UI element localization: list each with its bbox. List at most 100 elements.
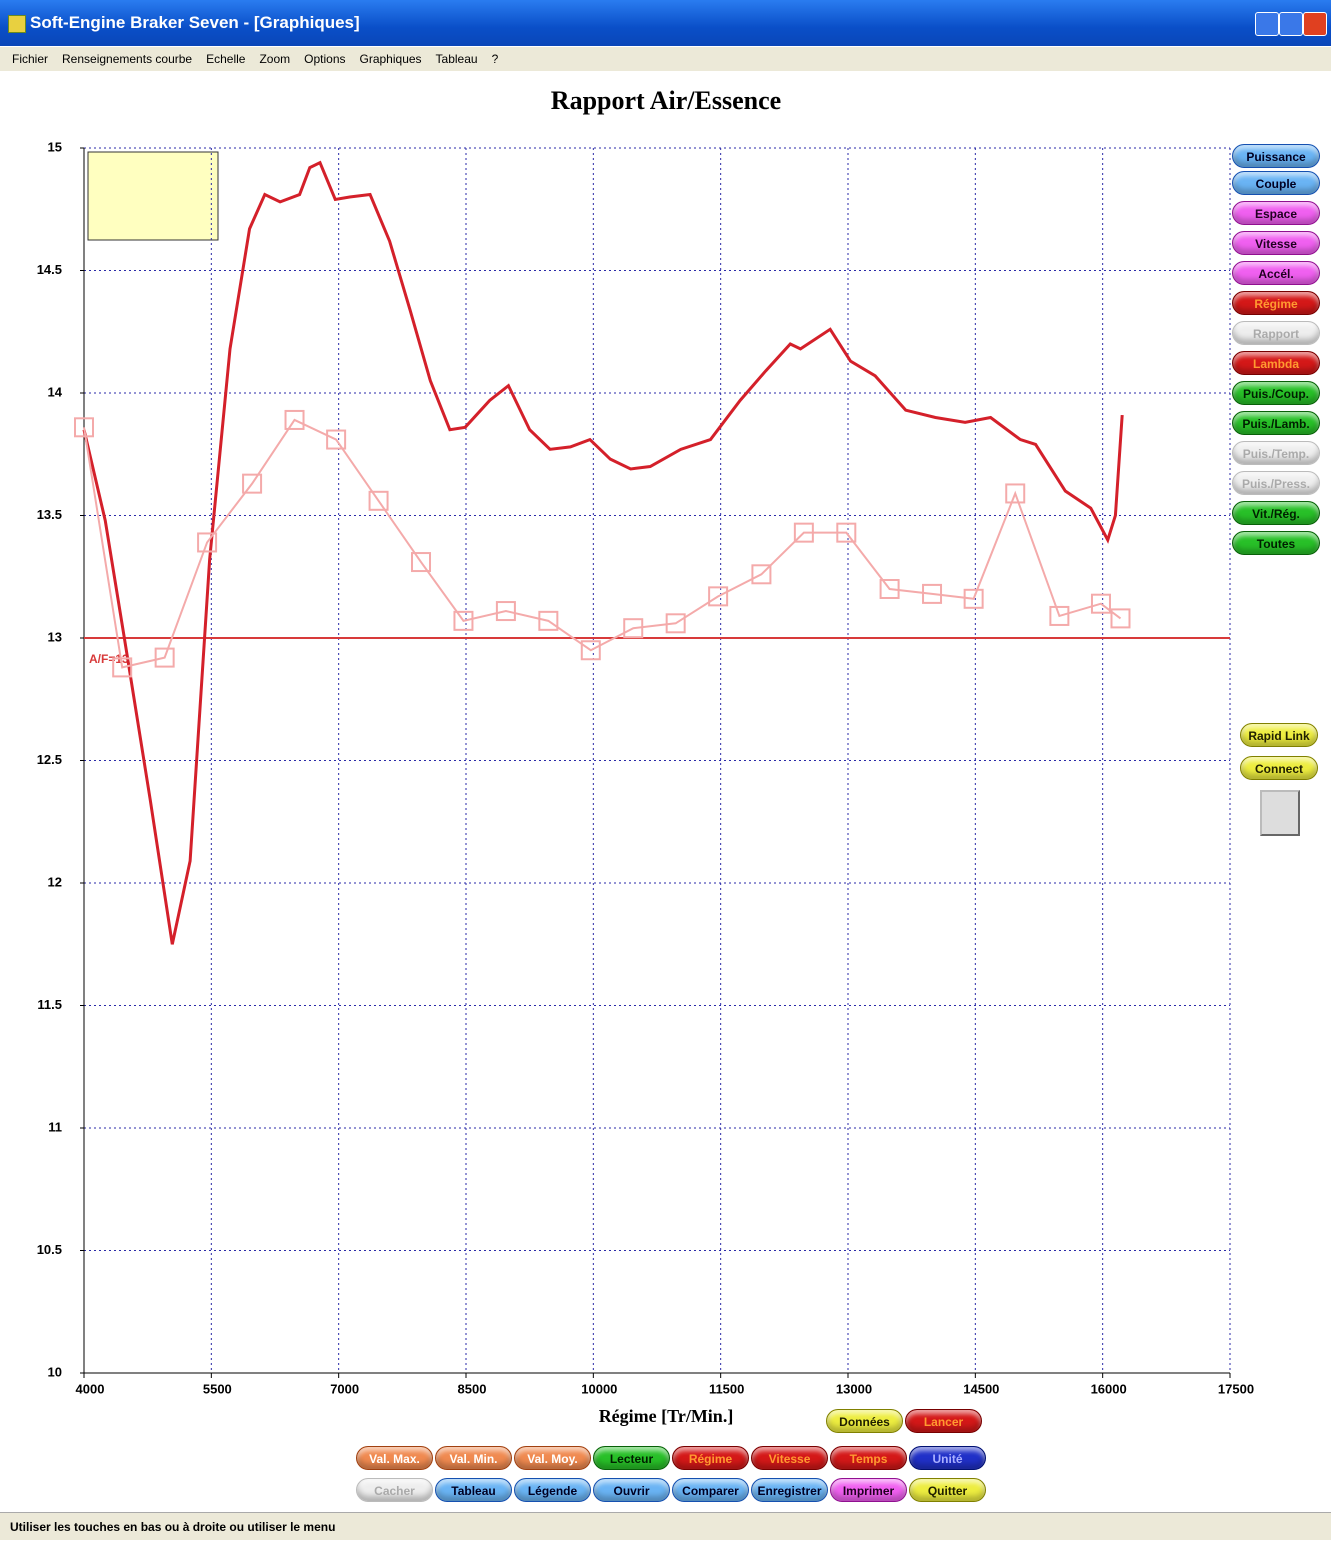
side-button[interactable]: Lambda <box>1232 351 1320 375</box>
bottom-button[interactable]: Légende <box>514 1478 591 1502</box>
y-tick-label: 14.5 <box>37 262 62 277</box>
menu-item[interactable]: Graphiques <box>359 52 422 66</box>
data-point <box>453 610 474 631</box>
bottom-button[interactable]: Temps <box>830 1446 907 1470</box>
x-tick-label: 14500 <box>963 1381 999 1396</box>
menu-item[interactable]: ? <box>491 52 499 66</box>
status-bar: Utiliser les touches en bas ou à droite … <box>0 1512 1331 1540</box>
side-button[interactable]: Couple <box>1232 171 1320 195</box>
data-point <box>154 647 175 668</box>
menu-bar: Fichier Renseignements courbe Echelle Zoom O… <box>0 47 1331 71</box>
data-point <box>538 610 559 631</box>
menu-item[interactable]: Zoom <box>259 52 291 66</box>
bottom-button[interactable]: Val. Min. <box>435 1446 512 1470</box>
data-point <box>1049 605 1070 626</box>
data-point <box>495 601 516 622</box>
data-point <box>1005 483 1026 504</box>
bottom-button[interactable]: Lecteur <box>593 1446 670 1470</box>
y-tick-label: 10.5 <box>37 1242 62 1257</box>
link-button[interactable]: Connect <box>1240 756 1318 780</box>
side-button[interactable]: Toutes <box>1232 531 1320 555</box>
menu-item[interactable]: Tableau <box>435 52 478 66</box>
y-tick-label: 13 <box>48 629 62 644</box>
data-point <box>751 564 772 585</box>
menu-item[interactable]: Options <box>304 52 346 66</box>
reference-label: A/F=13 <box>89 652 129 666</box>
bottom-button[interactable]: Régime <box>672 1446 749 1470</box>
side-button[interactable]: Régime <box>1232 291 1320 315</box>
chart-title: Rapport Air/Essence <box>551 86 781 115</box>
close-button[interactable] <box>1303 12 1327 36</box>
data-point <box>793 522 814 543</box>
side-button[interactable]: Vitesse <box>1232 231 1320 255</box>
data-point <box>708 586 729 607</box>
y-tick-label: 14 <box>48 384 63 399</box>
menu-item[interactable]: Renseignements courbe <box>62 52 193 66</box>
x-tick-label: 13000 <box>836 1381 872 1396</box>
side-button[interactable]: Vit./Rég. <box>1232 501 1320 525</box>
x-tick-label: 5500 <box>203 1381 232 1396</box>
y-tick-label: 10 <box>48 1364 62 1379</box>
bottom-button[interactable]: Lancer <box>905 1409 982 1433</box>
bottom-button[interactable]: Cacher <box>356 1478 433 1502</box>
title-bar: Soft-Engine Braker Seven - [Graphiques] <box>0 0 1331 46</box>
menu-item[interactable]: Echelle <box>206 52 246 66</box>
x-axis-title: Régime [Tr/Min.] <box>599 1406 734 1426</box>
y-tick-label: 11 <box>48 1119 62 1134</box>
data-point <box>112 657 133 678</box>
side-button[interactable]: Espace <box>1232 201 1320 225</box>
data-point <box>879 579 900 599</box>
y-tick-label: 11.5 <box>37 997 62 1012</box>
bottom-button[interactable]: Ouvrir <box>593 1478 670 1502</box>
app-icon <box>8 15 26 33</box>
maximize-button[interactable] <box>1279 12 1303 36</box>
series-line <box>83 418 1122 669</box>
y-tick-label: 12 <box>48 874 62 889</box>
data-point <box>74 417 94 438</box>
bottom-button[interactable]: Vitesse <box>751 1446 828 1470</box>
data-point <box>665 613 686 634</box>
side-button[interactable]: Puis./Coup. <box>1232 381 1320 405</box>
x-tick-label: 4000 <box>76 1381 105 1396</box>
bottom-button[interactable]: Val. Max. <box>356 1446 433 1470</box>
data-point <box>922 583 943 604</box>
legend-box <box>87 151 219 241</box>
side-button[interactable]: Accél. <box>1232 261 1320 285</box>
data-point <box>1090 593 1111 614</box>
x-tick-label: 8500 <box>458 1381 487 1396</box>
data-point <box>242 473 263 494</box>
data-point <box>197 532 218 553</box>
link-button[interactable]: Rapid Link <box>1240 723 1318 747</box>
series-line <box>82 160 1124 945</box>
bottom-button[interactable]: Comparer <box>672 1478 749 1502</box>
data-point <box>411 552 432 573</box>
y-tick-label: 12.5 <box>37 752 62 767</box>
side-button[interactable]: Puis./Press. <box>1232 471 1320 495</box>
bottom-button[interactable]: Unité <box>909 1446 986 1470</box>
data-point <box>623 618 644 639</box>
side-button[interactable]: Puis./Lamb. <box>1232 411 1320 435</box>
data-point <box>326 429 347 450</box>
bottom-button[interactable]: Imprimer <box>830 1478 907 1502</box>
x-tick-label: 17500 <box>1218 1381 1254 1396</box>
bottom-button[interactable]: Données <box>826 1409 903 1433</box>
x-tick-label: 10000 <box>581 1381 617 1396</box>
window-title: Soft-Engine Braker Seven - [Graphiques] <box>30 13 360 32</box>
side-button[interactable]: Puissance <box>1232 144 1320 168</box>
menu-item[interactable]: Fichier <box>12 52 49 66</box>
bottom-button[interactable]: Tableau <box>435 1478 512 1502</box>
bottom-button[interactable]: Enregistrer <box>751 1478 828 1502</box>
data-point <box>1110 608 1131 629</box>
side-button[interactable]: Puis./Temp. <box>1232 441 1320 465</box>
minimize-button[interactable] <box>1255 12 1279 36</box>
x-tick-label: 7000 <box>330 1381 359 1396</box>
data-point <box>284 409 305 430</box>
side-button[interactable]: Rapport <box>1232 321 1320 345</box>
x-tick-label: 11500 <box>709 1381 744 1396</box>
bottom-button[interactable]: Quitter <box>909 1478 986 1502</box>
data-point <box>836 522 857 543</box>
bottom-button[interactable]: Val. Moy. <box>514 1446 591 1470</box>
camera-button[interactable] <box>1260 790 1300 836</box>
